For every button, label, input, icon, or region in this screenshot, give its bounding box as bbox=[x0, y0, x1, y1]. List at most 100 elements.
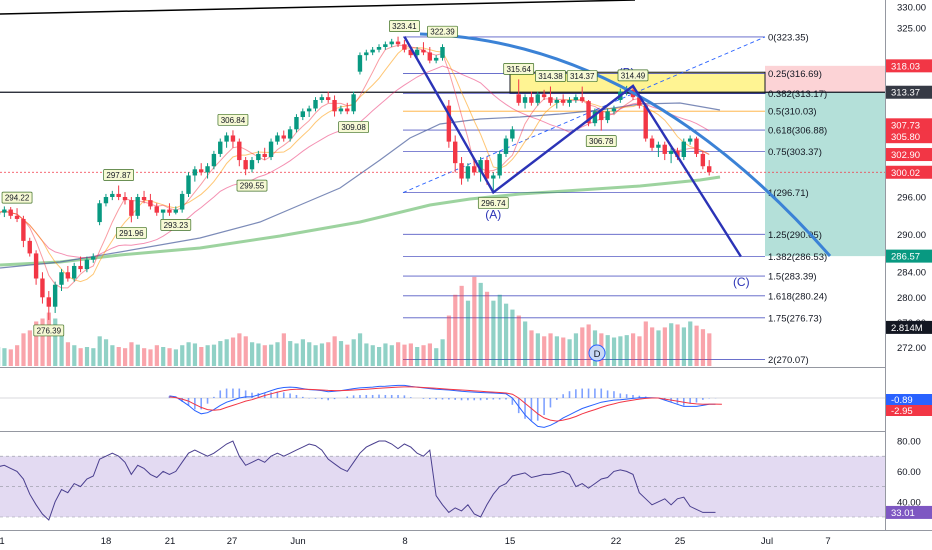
macd-line bbox=[169, 384, 716, 428]
time-axis-tick: 7 bbox=[825, 536, 830, 547]
candle-body bbox=[421, 49, 426, 53]
candle-body bbox=[268, 141, 274, 157]
candle-body bbox=[33, 253, 39, 279]
candle-body bbox=[179, 193, 185, 210]
price-tag-text: 307.73 bbox=[891, 120, 920, 131]
volume-bar bbox=[173, 349, 178, 366]
volume-bar bbox=[554, 336, 559, 366]
volume-bar bbox=[243, 336, 248, 366]
volume-bar bbox=[681, 327, 686, 366]
trend-line bbox=[0, 0, 636, 15]
candle-body bbox=[681, 141, 686, 157]
candle-body bbox=[281, 135, 286, 139]
volume-bar bbox=[211, 344, 217, 366]
volume-bar bbox=[478, 282, 483, 366]
price-label-box bbox=[103, 169, 135, 181]
time-axis-tick: 22 bbox=[611, 536, 622, 547]
candle-body bbox=[675, 150, 680, 157]
candle-body bbox=[554, 100, 559, 103]
volume-bar bbox=[294, 343, 299, 366]
price-tag-text: 2.814M bbox=[891, 323, 923, 334]
candle-body bbox=[529, 97, 534, 103]
risk-zone bbox=[765, 65, 885, 93]
candle-body bbox=[110, 193, 115, 197]
fib-level-label: 1.5(283.39) bbox=[768, 272, 817, 283]
price-label-text: 291.96 bbox=[119, 229, 144, 238]
rsi-line bbox=[0, 440, 716, 521]
fib-level-label: 0.382(313.17) bbox=[768, 89, 827, 100]
candle-body bbox=[491, 175, 496, 179]
volume-bar bbox=[694, 325, 699, 366]
candle-body bbox=[548, 97, 553, 103]
price-label-box bbox=[585, 135, 617, 148]
candle-body bbox=[103, 197, 109, 204]
fib-level-label: 0.5(310.03) bbox=[768, 107, 817, 118]
volume-bar bbox=[15, 345, 20, 366]
candle-body bbox=[116, 193, 121, 197]
volume-bar bbox=[631, 333, 636, 366]
rsi-axis-tick: 60.00 bbox=[897, 467, 921, 478]
candle-body bbox=[707, 166, 712, 173]
volume-bar bbox=[656, 330, 661, 366]
candle-body bbox=[370, 49, 375, 53]
price-tag bbox=[886, 59, 932, 73]
candle-body bbox=[300, 111, 305, 117]
candle-body bbox=[389, 41, 394, 45]
volume-bar bbox=[421, 345, 426, 366]
volume-bar bbox=[465, 300, 471, 366]
price-label-box bbox=[217, 113, 249, 126]
price-label-box bbox=[477, 197, 509, 209]
volume-bar bbox=[396, 342, 401, 366]
candle-body bbox=[27, 240, 32, 254]
price-label-text: 294.22 bbox=[5, 194, 30, 203]
volume-bar bbox=[186, 342, 191, 366]
fib-level-label: 1.75(276.73) bbox=[768, 313, 822, 324]
time-axis-tick: 8 bbox=[402, 536, 407, 547]
fib-level-label: 0.25(316.69) bbox=[768, 69, 822, 80]
price-axis-tick: 296.00 bbox=[897, 193, 926, 204]
volume-bar bbox=[135, 344, 140, 366]
price-label-text: 315.64 bbox=[506, 65, 531, 74]
candle-body bbox=[484, 160, 490, 179]
volume-bar bbox=[154, 345, 159, 366]
volume-bar bbox=[123, 348, 128, 366]
volume-bar bbox=[262, 345, 267, 366]
candle-body bbox=[497, 153, 502, 176]
volume-bar bbox=[624, 335, 629, 366]
volume-bar bbox=[357, 333, 363, 366]
volume-bar bbox=[434, 348, 439, 366]
price-axis-tick: 272.00 bbox=[897, 343, 926, 354]
price-tag bbox=[886, 165, 932, 179]
volume-bar bbox=[2, 348, 7, 366]
time-axis-tick: 1 bbox=[0, 536, 5, 547]
candle-body bbox=[541, 94, 547, 98]
volume-bar bbox=[40, 318, 45, 366]
volume-bar bbox=[275, 342, 280, 366]
candle-body bbox=[8, 209, 13, 216]
price-tag-text: 313.37 bbox=[891, 88, 920, 99]
candle-body bbox=[605, 111, 610, 121]
candle-body bbox=[287, 129, 293, 139]
signal-tag-text: -2.95 bbox=[891, 406, 913, 417]
candle-body bbox=[275, 135, 280, 142]
candle-body bbox=[338, 108, 344, 112]
fib-level-label: 1(296.71) bbox=[768, 188, 809, 199]
rsi-tag-text: 33.01 bbox=[891, 508, 915, 519]
volume-bar bbox=[523, 321, 528, 366]
volume-bar bbox=[167, 348, 172, 366]
price-label-box bbox=[535, 70, 566, 82]
time-axis-tick: 27 bbox=[227, 536, 238, 547]
volume-bar bbox=[707, 333, 712, 366]
price-label-box bbox=[236, 179, 268, 192]
price-label-box bbox=[33, 324, 65, 337]
volume-bar bbox=[21, 333, 26, 366]
candle-body bbox=[560, 100, 566, 103]
price-tag-text: 300.02 bbox=[891, 168, 920, 179]
volume-bar bbox=[586, 324, 591, 366]
fib-level-label: 1.25(290.05) bbox=[768, 230, 822, 241]
candle-body bbox=[510, 129, 515, 139]
volume-bar bbox=[256, 343, 261, 366]
candle-body bbox=[2, 209, 7, 213]
